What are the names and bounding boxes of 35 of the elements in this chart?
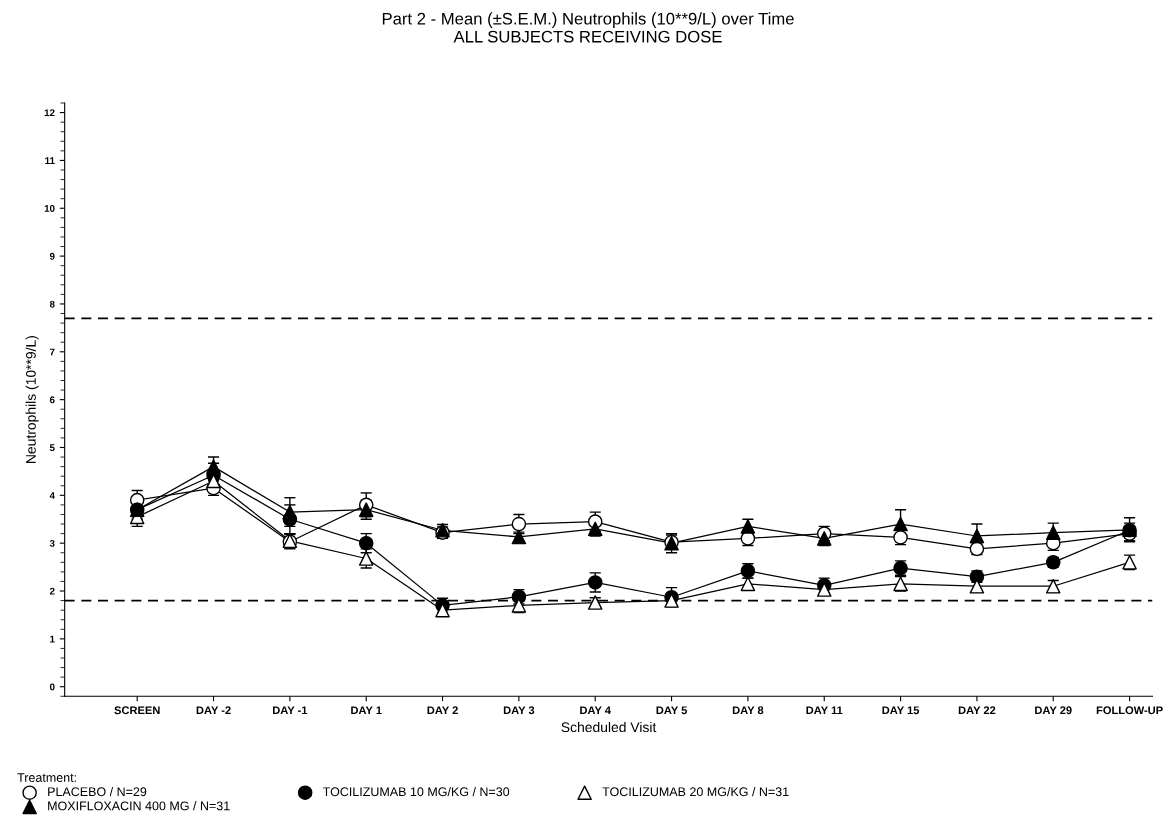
y-tick-label: 10 (44, 204, 55, 212)
x-tick-label: DAY 29 (1035, 706, 1072, 715)
x-tick-label: SCREEN (114, 706, 160, 715)
y-tick-label: 4 (49, 492, 55, 499)
x-tick-label: DAY 1 (351, 706, 382, 715)
x-tick-label: DAY 3 (503, 706, 535, 715)
legend-label: MOXIFLOXACIN 400 MG / N=31 (48, 801, 230, 811)
x-tick-label: FOLLOW-UP (1096, 706, 1163, 715)
legend-label: TOCILIZUMAB 10 MG/KG / N=30 (322, 786, 510, 797)
y-tick-label: 7 (49, 348, 55, 356)
x-axis-title: Scheduled Visit (561, 721, 657, 733)
legend-title: Treatment: (17, 773, 76, 782)
chart-title: Part 2 - Mean (±S.E.M.) Neutrophils (10**9/L) over Time ALL SUBJECTS RECEIVING DOSE (382, 12, 794, 43)
y-tick-label: 12 (44, 109, 55, 117)
y-tick-label: 11 (45, 157, 55, 164)
x-tick-label: DAY 5 (656, 706, 688, 715)
x-tick-label: DAY -1 (273, 706, 308, 715)
x-tick-label: DAY 4 (580, 706, 611, 715)
y-tick-label: 9 (49, 252, 55, 260)
x-tick-label: DAY -2 (196, 706, 231, 715)
x-tick-label: DAY 22 (958, 706, 996, 715)
y-tick-label: 5 (49, 444, 55, 452)
y-tick-label: 2 (49, 587, 55, 595)
legend-label: PLACEBO / N=29 (48, 786, 147, 797)
y-tick-label: 3 (49, 539, 55, 547)
y-tick-label: 6 (49, 396, 55, 404)
y-tick-label: 0 (49, 683, 55, 691)
y-tick-label: 1 (50, 635, 55, 643)
x-tick-label: DAY 11 (806, 706, 843, 715)
legend-label: TOCILIZUMAB 20 MG/KG / N=31 (602, 786, 789, 797)
y-tick-label: 8 (49, 300, 55, 308)
x-tick-label: DAY 8 (732, 706, 764, 715)
x-tick-label: DAY 2 (427, 706, 458, 715)
y-axis-title: Neutrophils (10**9/L) (25, 336, 39, 463)
x-tick-label: DAY 15 (882, 706, 920, 715)
